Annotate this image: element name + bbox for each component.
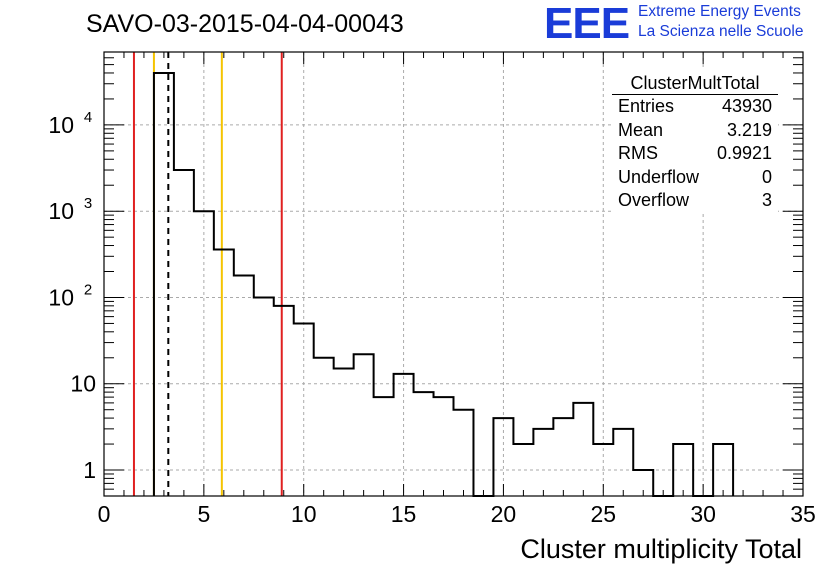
- x-tick-label: 20: [491, 501, 517, 527]
- stats-row-mean: Mean 3.219: [612, 119, 778, 143]
- y-tick-label: 1: [83, 457, 96, 483]
- stats-row-rms: RMS 0.9921: [612, 142, 778, 166]
- stats-value: 43930: [721, 96, 772, 116]
- plot-title: SAVO-03-2015-04-04-00043: [86, 10, 404, 38]
- logo-tagline-2: La Scienza nelle Scuole: [638, 23, 804, 40]
- histogram-bin: [234, 275, 254, 496]
- x-tick-label: 15: [391, 501, 417, 527]
- stats-row-overflow: Overflow 3: [612, 189, 778, 213]
- stats-box: ClusterMultTotal Entries 43930 Mean 3.21…: [612, 70, 778, 213]
- y-tick-label: 10: [70, 371, 96, 397]
- plot-frame: [103, 51, 804, 497]
- histogram-bin: [214, 249, 234, 496]
- histogram-bin: [314, 358, 334, 496]
- x-tick-label: 0: [98, 501, 111, 527]
- stats-label: Mean: [618, 119, 664, 140]
- stats-label: Entries: [618, 96, 675, 116]
- x-tick-label: 5: [197, 501, 210, 527]
- histogram-bin: [573, 403, 593, 496]
- histogram-bin: [454, 410, 474, 496]
- histogram-bin: [394, 374, 414, 496]
- x-tick-label: 35: [790, 501, 816, 527]
- y-tick-exponent: 4: [84, 109, 92, 126]
- histogram-bin: [154, 73, 174, 496]
- stats-value: 0: [761, 166, 772, 187]
- x-tick-label: 30: [690, 501, 716, 527]
- stats-value: 3: [761, 190, 772, 210]
- histogram-outline: [152, 71, 735, 497]
- reference-lines: [132, 52, 283, 496]
- stats-value: 0.9921: [716, 143, 772, 163]
- histogram-bins: [152, 71, 735, 497]
- histogram-bin: [374, 397, 394, 496]
- stats-value: 3.219: [726, 119, 772, 140]
- histogram-bin: [434, 397, 454, 496]
- stats-label: RMS: [618, 143, 658, 163]
- y-tick-label: 10: [48, 112, 74, 138]
- histogram-bin: [174, 170, 194, 496]
- histogram-bin: [254, 297, 274, 496]
- histogram-bin: [553, 418, 573, 496]
- y-tick-exponent: 2: [84, 281, 92, 298]
- y-tick-label: 10: [48, 198, 74, 224]
- stats-box-title: ClusterMultTotal: [612, 70, 778, 95]
- y-tick-exponent: 3: [84, 195, 92, 212]
- histogram-bin: [613, 429, 633, 496]
- logo-tagline-1: Extreme Energy Events: [638, 3, 801, 20]
- histogram-bin: [334, 369, 354, 496]
- eee-logo: EEE: [544, 0, 630, 48]
- stats-row-entries: Entries 43930: [612, 95, 778, 119]
- stats-row-underflow: Underflow 0: [612, 166, 778, 190]
- histogram-bin: [533, 429, 553, 496]
- histogram-bin: [414, 392, 434, 496]
- histogram-bin: [354, 354, 374, 496]
- y-tick-label: 10: [48, 284, 74, 310]
- histogram-bin: [274, 306, 294, 496]
- x-axis-title: Cluster multiplicity Total: [520, 534, 802, 564]
- stats-label: Overflow: [618, 190, 690, 210]
- stats-label: Underflow: [618, 166, 700, 187]
- x-tick-label: 25: [590, 501, 616, 527]
- x-tick-label: 10: [291, 501, 317, 527]
- grid: [104, 52, 803, 496]
